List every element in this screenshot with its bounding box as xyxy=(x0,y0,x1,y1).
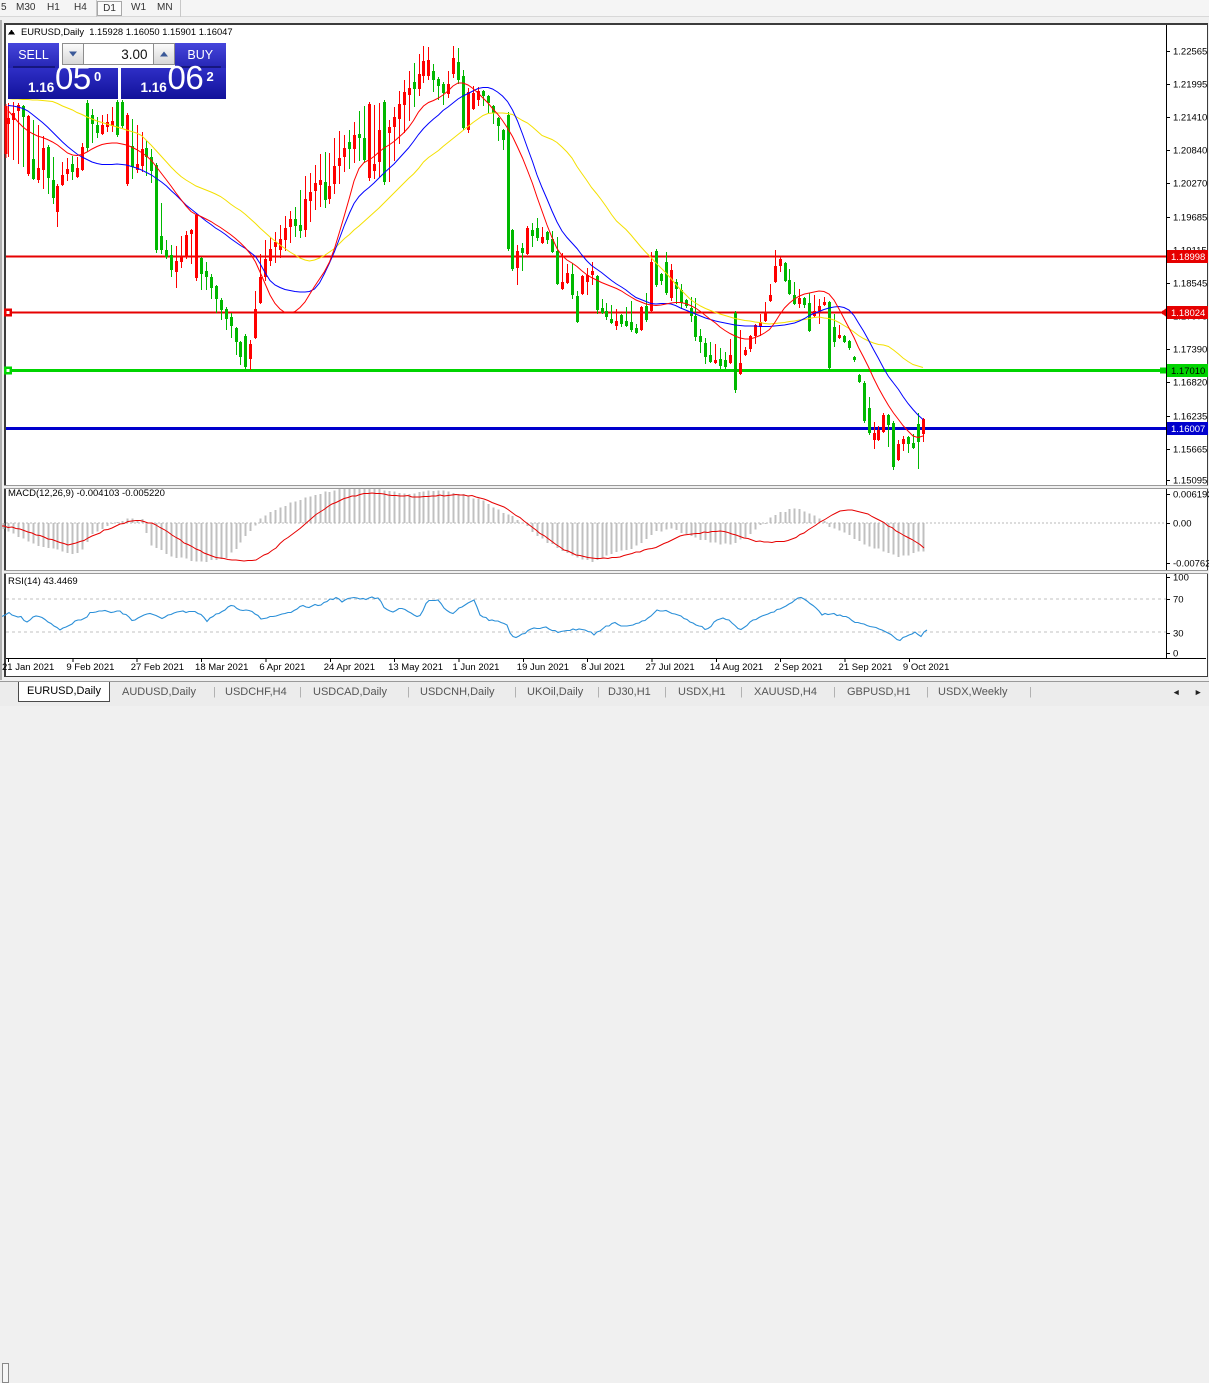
svg-text:21 Sep 2021: 21 Sep 2021 xyxy=(839,662,893,673)
svg-text:1.21995: 1.21995 xyxy=(1173,80,1207,91)
svg-text:2 Sep 2021: 2 Sep 2021 xyxy=(774,662,823,673)
svg-text:8 Jul 2021: 8 Jul 2021 xyxy=(581,662,625,673)
svg-text:1.17390: 1.17390 xyxy=(1173,345,1207,356)
svg-text:13 May 2021: 13 May 2021 xyxy=(388,662,443,673)
svg-text:1.18024: 1.18024 xyxy=(1171,308,1205,319)
svg-text:0: 0 xyxy=(1173,649,1178,660)
svg-text:14 Aug 2021: 14 Aug 2021 xyxy=(710,662,763,673)
svg-text:27 Jul 2021: 27 Jul 2021 xyxy=(646,662,695,673)
svg-text:6 Apr 2021: 6 Apr 2021 xyxy=(259,662,305,673)
svg-text:19 Jun 2021: 19 Jun 2021 xyxy=(517,662,569,673)
svg-text:1.16007: 1.16007 xyxy=(1171,424,1205,435)
svg-text:70: 70 xyxy=(1173,595,1184,606)
svg-text:EURUSD,Daily 1.15928 1.16050: EURUSD,Daily 1.15928 1.16050 1.15901 1.1… xyxy=(21,26,233,37)
svg-text:0.006193: 0.006193 xyxy=(1173,490,1209,501)
svg-text:27 Feb 2021: 27 Feb 2021 xyxy=(131,662,184,673)
svg-text:21 Jan 2021: 21 Jan 2021 xyxy=(2,662,54,673)
svg-text:1.19685: 1.19685 xyxy=(1173,213,1207,224)
svg-text:9 Feb 2021: 9 Feb 2021 xyxy=(66,662,114,673)
svg-text:1 Jun 2021: 1 Jun 2021 xyxy=(452,662,499,673)
svg-text:100: 100 xyxy=(1173,573,1189,584)
svg-text:30: 30 xyxy=(1173,629,1184,640)
svg-text:1.18545: 1.18545 xyxy=(1173,279,1207,290)
svg-text:1.16820: 1.16820 xyxy=(1173,378,1207,389)
svg-text:24 Apr 2021: 24 Apr 2021 xyxy=(324,662,375,673)
svg-text:1.22565: 1.22565 xyxy=(1173,47,1207,58)
svg-text:9 Oct 2021: 9 Oct 2021 xyxy=(903,662,949,673)
svg-text:1.15665: 1.15665 xyxy=(1173,445,1207,456)
svg-text:-0.00762: -0.00762 xyxy=(1173,559,1209,570)
svg-text:1.15095: 1.15095 xyxy=(1173,476,1207,487)
svg-text:1.18998: 1.18998 xyxy=(1171,252,1205,263)
svg-text:0.00: 0.00 xyxy=(1173,519,1192,530)
svg-text:1.20840: 1.20840 xyxy=(1173,146,1207,157)
svg-text:18 Mar 2021: 18 Mar 2021 xyxy=(195,662,248,673)
svg-text:MACD(12,26,9) -0.004103 -0.005: MACD(12,26,9) -0.004103 -0.005220 xyxy=(8,488,165,499)
svg-text:1.21410: 1.21410 xyxy=(1173,113,1207,124)
svg-text:1.20270: 1.20270 xyxy=(1173,179,1207,190)
svg-text:1.16235: 1.16235 xyxy=(1173,412,1207,423)
svg-text:1.17010: 1.17010 xyxy=(1171,366,1205,377)
svg-text:RSI(14) 43.4469: RSI(14) 43.4469 xyxy=(8,576,78,587)
